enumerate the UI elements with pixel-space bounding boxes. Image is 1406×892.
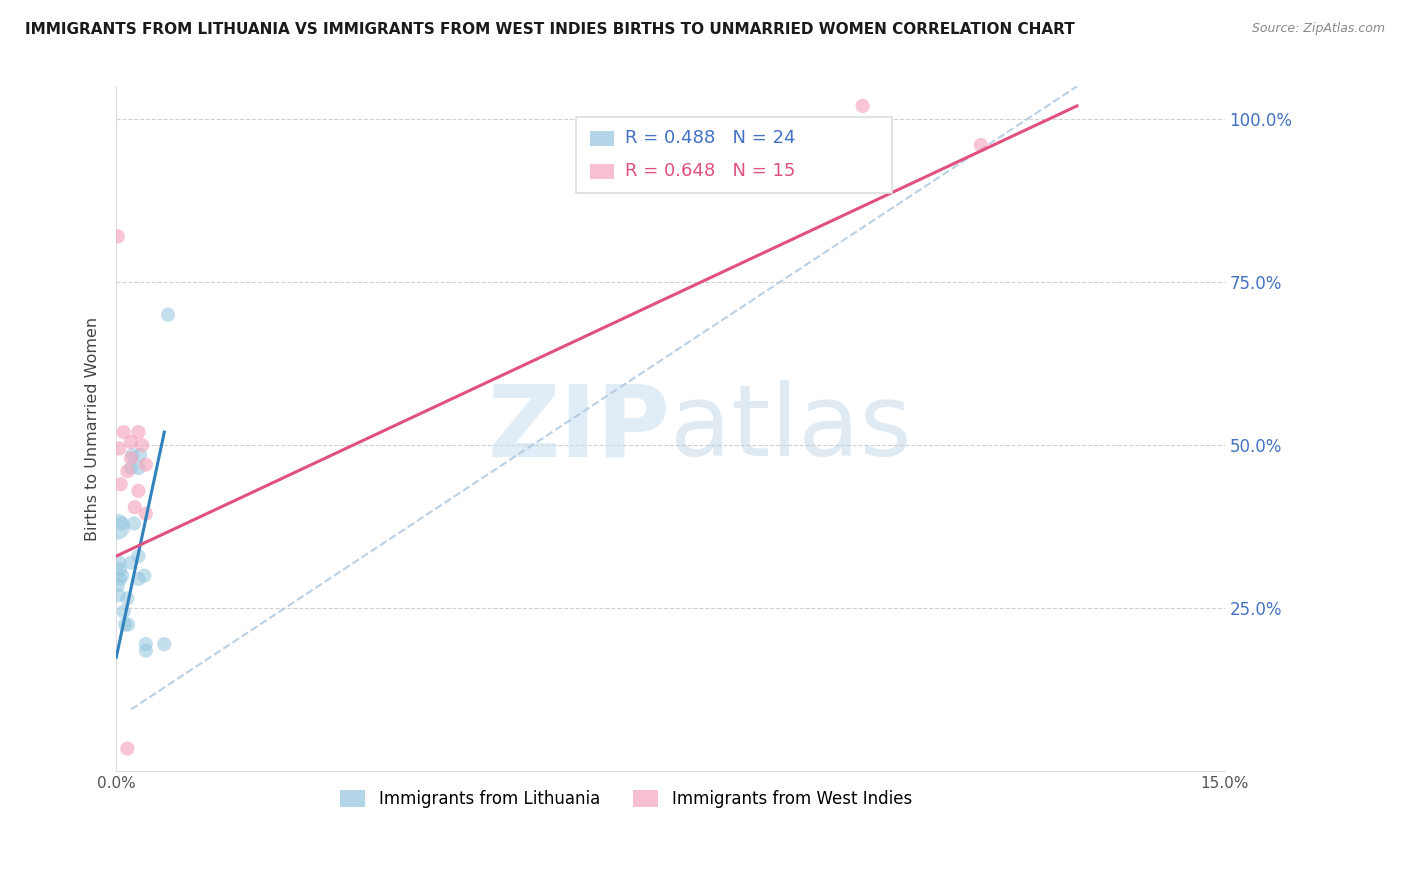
Point: [127, 549, 149, 563]
Point: [127, 572, 149, 586]
Point: [135, 507, 157, 521]
Text: Source: ZipAtlas.com: Source: ZipAtlas.com: [1251, 22, 1385, 36]
Point: [153, 637, 176, 651]
Point: [105, 520, 128, 534]
FancyBboxPatch shape: [589, 164, 614, 179]
Text: IMMIGRANTS FROM LITHUANIA VS IMMIGRANTS FROM WEST INDIES BIRTHS TO UNMARRIED WOM: IMMIGRANTS FROM LITHUANIA VS IMMIGRANTS …: [25, 22, 1076, 37]
Text: ZIP: ZIP: [488, 380, 671, 477]
Point: [121, 448, 143, 462]
Y-axis label: Births to Unmarried Women: Births to Unmarried Women: [86, 317, 100, 541]
FancyBboxPatch shape: [576, 117, 893, 193]
Text: R = 0.648   N = 15: R = 0.648 N = 15: [626, 162, 796, 180]
Point: [120, 461, 142, 475]
FancyBboxPatch shape: [589, 131, 614, 145]
Point: [129, 448, 152, 462]
Point: [117, 617, 139, 632]
Point: [117, 741, 139, 756]
Point: [156, 308, 179, 322]
Point: [135, 637, 157, 651]
Point: [107, 588, 129, 602]
Point: [111, 568, 134, 582]
Point: [135, 458, 157, 472]
Point: [124, 500, 146, 515]
Point: [134, 568, 156, 582]
Text: R = 0.488   N = 24: R = 0.488 N = 24: [626, 129, 796, 147]
Point: [127, 425, 149, 439]
Point: [112, 605, 135, 619]
Point: [114, 617, 136, 632]
Point: [108, 572, 131, 586]
Point: [135, 643, 157, 657]
Point: [117, 591, 139, 606]
Point: [120, 451, 142, 466]
Point: [107, 229, 129, 244]
Point: [110, 477, 132, 491]
Point: [127, 461, 149, 475]
Point: [117, 464, 139, 478]
Point: [120, 434, 142, 449]
Point: [107, 578, 129, 592]
Point: [122, 516, 145, 531]
Point: [112, 425, 135, 439]
Point: [127, 483, 149, 498]
Point: [131, 438, 153, 452]
Point: [110, 516, 132, 531]
Point: [108, 442, 131, 456]
Point: [108, 562, 131, 576]
Point: [970, 138, 993, 153]
Legend: Immigrants from Lithuania, Immigrants from West Indies: Immigrants from Lithuania, Immigrants fr…: [333, 783, 918, 814]
Point: [108, 556, 131, 570]
Point: [120, 556, 142, 570]
Text: atlas: atlas: [671, 380, 912, 477]
Point: [852, 99, 875, 113]
